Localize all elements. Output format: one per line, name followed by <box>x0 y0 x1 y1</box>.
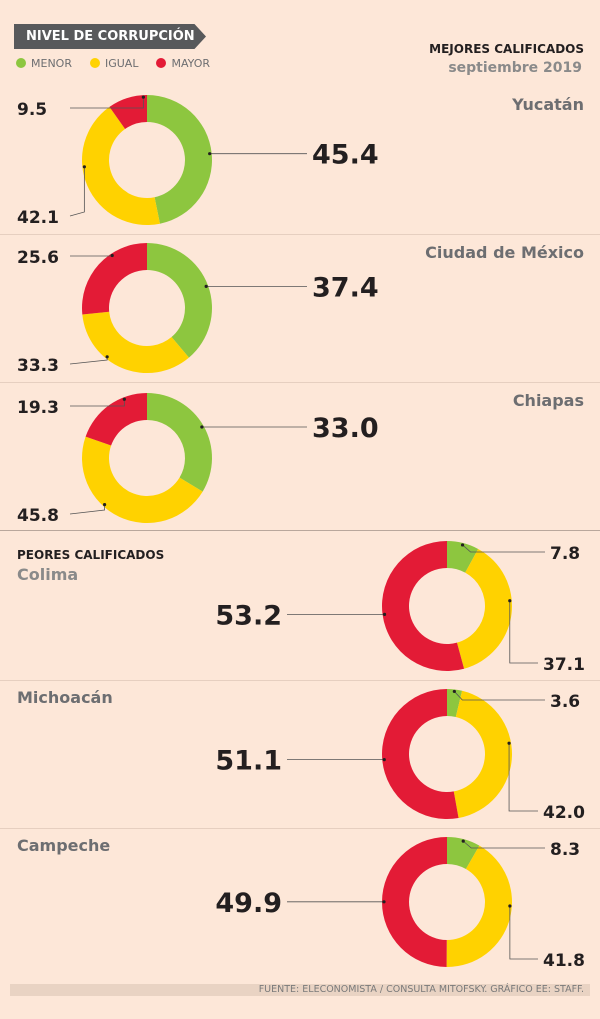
leader-line <box>70 399 125 407</box>
donut-slice-igual <box>81 436 203 523</box>
leader-line <box>509 600 538 664</box>
green-dot-icon <box>16 58 26 68</box>
value-label-menor: 3.6 <box>550 692 580 712</box>
leader-line <box>69 166 85 217</box>
state-name: Campeche <box>17 836 111 855</box>
donut-slice-igual <box>453 690 513 818</box>
value-label-menor: 37.4 <box>312 272 379 303</box>
value-label-mayor: 9.5 <box>17 100 47 120</box>
value-label-mayor: 19.3 <box>17 398 59 418</box>
donut-slice-mayor <box>381 541 465 671</box>
donut-slice-menor <box>447 837 480 870</box>
leader-dot <box>204 284 208 288</box>
donut-slice-menor <box>447 541 479 573</box>
legend-label: MENOR <box>31 57 72 70</box>
value-label-mayor: 49.9 <box>215 888 282 919</box>
donut-slice-mayor <box>382 837 447 967</box>
value-label-igual: 33.3 <box>17 356 59 376</box>
state-name: Colima <box>17 565 79 584</box>
best-title: MEJORES CALIFICADOS <box>429 42 584 56</box>
leader-line <box>70 255 113 257</box>
leader-dot <box>102 502 107 507</box>
value-label-igual: 42.0 <box>543 803 585 823</box>
leader-line <box>70 97 144 109</box>
legend-label: MAYOR <box>171 57 211 70</box>
value-label-mayor: 25.6 <box>17 248 59 268</box>
leader-dot <box>382 900 386 904</box>
leader-dot <box>208 152 212 156</box>
date-subtitle: septiembre 2019 <box>448 60 582 76</box>
leader-dot <box>105 355 109 359</box>
value-label-mayor: 53.2 <box>215 600 282 631</box>
yellow-dot-icon <box>89 58 100 68</box>
state-name: Chiapas <box>512 391 584 410</box>
leader-dot <box>82 165 86 169</box>
donut-slice-igual <box>82 311 189 373</box>
value-label-menor: 33.0 <box>312 413 379 444</box>
leader-dot <box>110 253 114 258</box>
donut-slice-igual <box>456 548 512 669</box>
leader-dot <box>508 904 512 908</box>
leader-dot <box>452 689 456 694</box>
legend-item-mayor: MAYOR <box>156 57 210 70</box>
leader-line <box>462 544 545 553</box>
leader-dot <box>122 397 126 401</box>
leader-dot <box>141 95 145 99</box>
donut-slice-mayor <box>381 689 459 820</box>
donut-slice-mayor <box>109 95 147 129</box>
legend-label: IGUAL <box>104 57 139 70</box>
leader-line <box>462 840 545 849</box>
legend: MENOR IGUAL MAYOR <box>16 57 210 70</box>
leader-line <box>509 906 538 960</box>
source-footer: FUENTE: ELECONOMISTA / CONSULTA MITOFSKY… <box>10 984 590 996</box>
value-label-menor: 8.3 <box>550 840 580 860</box>
value-label-igual: 37.1 <box>543 655 585 675</box>
leader-dot <box>507 741 511 745</box>
leader-dot <box>382 612 387 616</box>
worst-title: PEORES CALIFICADOS <box>17 548 165 562</box>
donut-slice-menor <box>147 393 213 492</box>
leader-dot <box>508 599 512 603</box>
legend-item-igual: IGUAL <box>89 57 139 70</box>
leader-line <box>69 356 108 365</box>
title-tag: NIVEL DE CORRUPCIÓN <box>14 24 206 49</box>
leader-dot <box>382 758 386 762</box>
state-name: Ciudad de México <box>425 243 584 262</box>
donut-slice-igual <box>446 845 512 967</box>
leader-dot <box>200 425 204 429</box>
leader-line <box>508 743 538 812</box>
donut-slice-mayor <box>85 393 147 446</box>
donut-slice-igual <box>82 106 160 225</box>
value-label-menor: 45.4 <box>312 140 379 171</box>
donut-slice-menor <box>147 243 212 358</box>
state-name: Yucatán <box>512 95 584 114</box>
donut-slice-mayor <box>82 243 147 315</box>
leader-line <box>454 691 545 701</box>
state-name: Michoacán <box>17 688 113 707</box>
leader-dot <box>460 543 465 547</box>
value-label-igual: 45.8 <box>17 506 59 526</box>
value-label-menor: 7.8 <box>550 544 580 564</box>
leader-line <box>69 504 105 515</box>
red-dot-icon <box>156 58 167 68</box>
value-label-mayor: 51.1 <box>215 746 282 777</box>
donut-slice-menor <box>147 95 212 224</box>
value-label-igual: 41.8 <box>543 951 585 971</box>
legend-item-menor: MENOR <box>16 57 72 70</box>
value-label-igual: 42.1 <box>17 208 59 228</box>
leader-dot <box>461 839 465 843</box>
